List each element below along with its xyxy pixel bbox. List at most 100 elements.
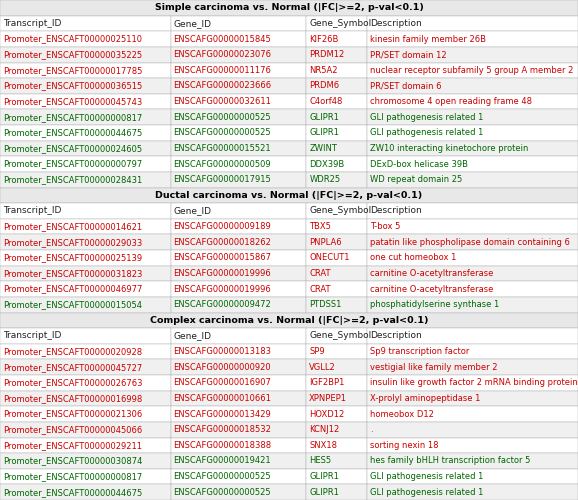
Bar xyxy=(0,484,171,500)
Text: phosphatidylserine synthase 1: phosphatidylserine synthase 1 xyxy=(370,300,499,309)
Text: Promoter_ENSCAFT00000020928: Promoter_ENSCAFT00000020928 xyxy=(3,347,142,356)
Bar xyxy=(171,31,306,47)
Text: ENSCAFG00000019421: ENSCAFG00000019421 xyxy=(173,456,271,466)
Text: C4orf48: C4orf48 xyxy=(309,97,343,106)
Bar xyxy=(306,422,367,438)
Bar xyxy=(367,360,578,375)
Bar xyxy=(306,219,367,234)
Bar xyxy=(367,281,578,297)
Text: Gene_Symbol: Gene_Symbol xyxy=(309,332,372,340)
Text: Promoter_ENSCAFT00000025139: Promoter_ENSCAFT00000025139 xyxy=(3,254,142,262)
Text: Promoter_ENSCAFT00000028431: Promoter_ENSCAFT00000028431 xyxy=(3,175,142,184)
Text: Promoter_ENSCAFT00000026763: Promoter_ENSCAFT00000026763 xyxy=(3,378,142,388)
Text: TBX5: TBX5 xyxy=(309,222,331,231)
Text: Promoter_ENSCAFT00000036515: Promoter_ENSCAFT00000036515 xyxy=(3,82,142,90)
Text: DDX39B: DDX39B xyxy=(309,160,344,168)
Text: kinesin family member 26B: kinesin family member 26B xyxy=(370,34,486,43)
Bar xyxy=(0,453,171,469)
Text: WDR25: WDR25 xyxy=(309,175,340,184)
Text: X-prolyl aminopeptidase 1: X-prolyl aminopeptidase 1 xyxy=(370,394,480,403)
Text: carnitine O-acetyltransferase: carnitine O-acetyltransferase xyxy=(370,269,493,278)
Bar xyxy=(306,172,367,188)
Bar xyxy=(171,94,306,110)
Bar xyxy=(171,281,306,297)
Text: Promoter_ENSCAFT00000044675: Promoter_ENSCAFT00000044675 xyxy=(3,128,142,138)
Bar xyxy=(0,422,171,438)
Text: HES5: HES5 xyxy=(309,456,331,466)
Text: ENSCAFG00000000920: ENSCAFG00000000920 xyxy=(173,362,271,372)
Text: Simple carcinoma vs. Normal (|FC|>=2, p-val<0.1): Simple carcinoma vs. Normal (|FC|>=2, p-… xyxy=(154,4,424,13)
Bar xyxy=(171,140,306,156)
Text: ENSCAFG00000000525: ENSCAFG00000000525 xyxy=(173,128,271,138)
Bar xyxy=(171,375,306,390)
Bar xyxy=(306,344,367,360)
Bar xyxy=(306,62,367,78)
Text: SP9: SP9 xyxy=(309,347,325,356)
Bar xyxy=(171,297,306,312)
Text: Promoter_ENSCAFT00000017785: Promoter_ENSCAFT00000017785 xyxy=(3,66,142,75)
Bar xyxy=(306,438,367,453)
Bar xyxy=(171,360,306,375)
Bar xyxy=(306,156,367,172)
Text: ENSCAFG00000000525: ENSCAFG00000000525 xyxy=(173,472,271,481)
Bar xyxy=(367,234,578,250)
Bar xyxy=(306,406,367,422)
Bar xyxy=(306,453,367,469)
Text: Promoter_ENSCAFT00000021306: Promoter_ENSCAFT00000021306 xyxy=(3,410,142,418)
Bar xyxy=(0,78,171,94)
Bar xyxy=(306,360,367,375)
Bar xyxy=(171,453,306,469)
Bar xyxy=(306,297,367,312)
Bar xyxy=(367,422,578,438)
Bar xyxy=(171,156,306,172)
Text: ENSCAFG00000000525: ENSCAFG00000000525 xyxy=(173,112,271,122)
Bar xyxy=(367,78,578,94)
Bar xyxy=(171,250,306,266)
Bar xyxy=(0,344,171,360)
Text: ENSCAFG00000016907: ENSCAFG00000016907 xyxy=(173,378,271,388)
Text: GLIPR1: GLIPR1 xyxy=(309,472,339,481)
Text: GLI pathogenesis related 1: GLI pathogenesis related 1 xyxy=(370,112,483,122)
Bar xyxy=(306,469,367,484)
Bar xyxy=(0,94,171,110)
Text: SNX18: SNX18 xyxy=(309,441,337,450)
Text: ENSCAFG00000023666: ENSCAFG00000023666 xyxy=(173,82,272,90)
Text: Promoter_ENSCAFT00000045743: Promoter_ENSCAFT00000045743 xyxy=(3,97,142,106)
Text: ZWINT: ZWINT xyxy=(309,144,337,153)
Text: GLIPR1: GLIPR1 xyxy=(309,128,339,138)
Text: Sp9 transcription factor: Sp9 transcription factor xyxy=(370,347,469,356)
Bar xyxy=(306,390,367,406)
Text: XPNPEP1: XPNPEP1 xyxy=(309,394,347,403)
Text: Promoter_ENSCAFT00000016998: Promoter_ENSCAFT00000016998 xyxy=(3,394,142,403)
Bar xyxy=(306,47,367,62)
Text: VGLL2: VGLL2 xyxy=(309,362,336,372)
Bar xyxy=(306,375,367,390)
Bar xyxy=(171,219,306,234)
Bar xyxy=(306,94,367,110)
Bar xyxy=(171,234,306,250)
Text: Description: Description xyxy=(370,332,422,340)
Text: NR5A2: NR5A2 xyxy=(309,66,338,75)
Text: ENSCAFG00000023076: ENSCAFG00000023076 xyxy=(173,50,272,59)
Bar xyxy=(0,281,171,297)
Bar xyxy=(0,110,171,125)
Text: ENSCAFG00000018532: ENSCAFG00000018532 xyxy=(173,425,271,434)
Text: ENSCAFG00000000525: ENSCAFG00000000525 xyxy=(173,488,271,496)
Text: Gene_ID: Gene_ID xyxy=(173,19,212,28)
Text: Promoter_ENSCAFT00000045727: Promoter_ENSCAFT00000045727 xyxy=(3,362,142,372)
Bar xyxy=(171,422,306,438)
Bar xyxy=(367,390,578,406)
Bar xyxy=(0,203,171,219)
Text: Description: Description xyxy=(370,206,422,216)
Text: Promoter_ENSCAFT00000035225: Promoter_ENSCAFT00000035225 xyxy=(3,50,142,59)
Bar xyxy=(306,266,367,281)
Bar xyxy=(171,484,306,500)
Bar xyxy=(0,375,171,390)
Bar xyxy=(306,250,367,266)
Bar xyxy=(367,406,578,422)
Bar xyxy=(171,469,306,484)
Bar xyxy=(0,312,578,328)
Bar xyxy=(306,110,367,125)
Text: T-box 5: T-box 5 xyxy=(370,222,401,231)
Bar xyxy=(0,0,578,16)
